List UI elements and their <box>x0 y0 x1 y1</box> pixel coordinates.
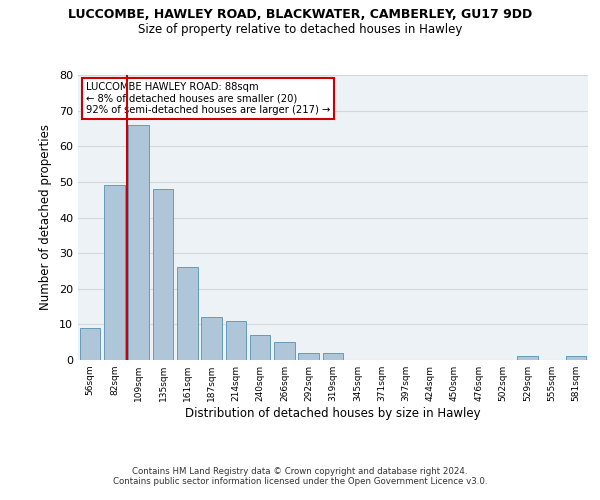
Bar <box>566 356 586 360</box>
Bar <box>80 328 100 360</box>
Y-axis label: Number of detached properties: Number of detached properties <box>39 124 52 310</box>
Bar <box>517 356 538 360</box>
Text: Contains public sector information licensed under the Open Government Licence v3: Contains public sector information licen… <box>113 478 487 486</box>
Bar <box>104 186 125 360</box>
Bar <box>201 318 222 360</box>
Bar <box>128 125 149 360</box>
Bar <box>323 353 343 360</box>
Text: LUCCOMBE HAWLEY ROAD: 88sqm
← 8% of detached houses are smaller (20)
92% of semi: LUCCOMBE HAWLEY ROAD: 88sqm ← 8% of deta… <box>86 82 330 116</box>
Text: Distribution of detached houses by size in Hawley: Distribution of detached houses by size … <box>185 408 481 420</box>
Bar <box>274 342 295 360</box>
Bar <box>226 321 246 360</box>
Text: Contains HM Land Registry data © Crown copyright and database right 2024.: Contains HM Land Registry data © Crown c… <box>132 468 468 476</box>
Text: LUCCOMBE, HAWLEY ROAD, BLACKWATER, CAMBERLEY, GU17 9DD: LUCCOMBE, HAWLEY ROAD, BLACKWATER, CAMBE… <box>68 8 532 20</box>
Text: Size of property relative to detached houses in Hawley: Size of property relative to detached ho… <box>138 22 462 36</box>
Bar <box>250 335 271 360</box>
Bar <box>177 268 197 360</box>
Bar <box>298 353 319 360</box>
Bar <box>152 189 173 360</box>
